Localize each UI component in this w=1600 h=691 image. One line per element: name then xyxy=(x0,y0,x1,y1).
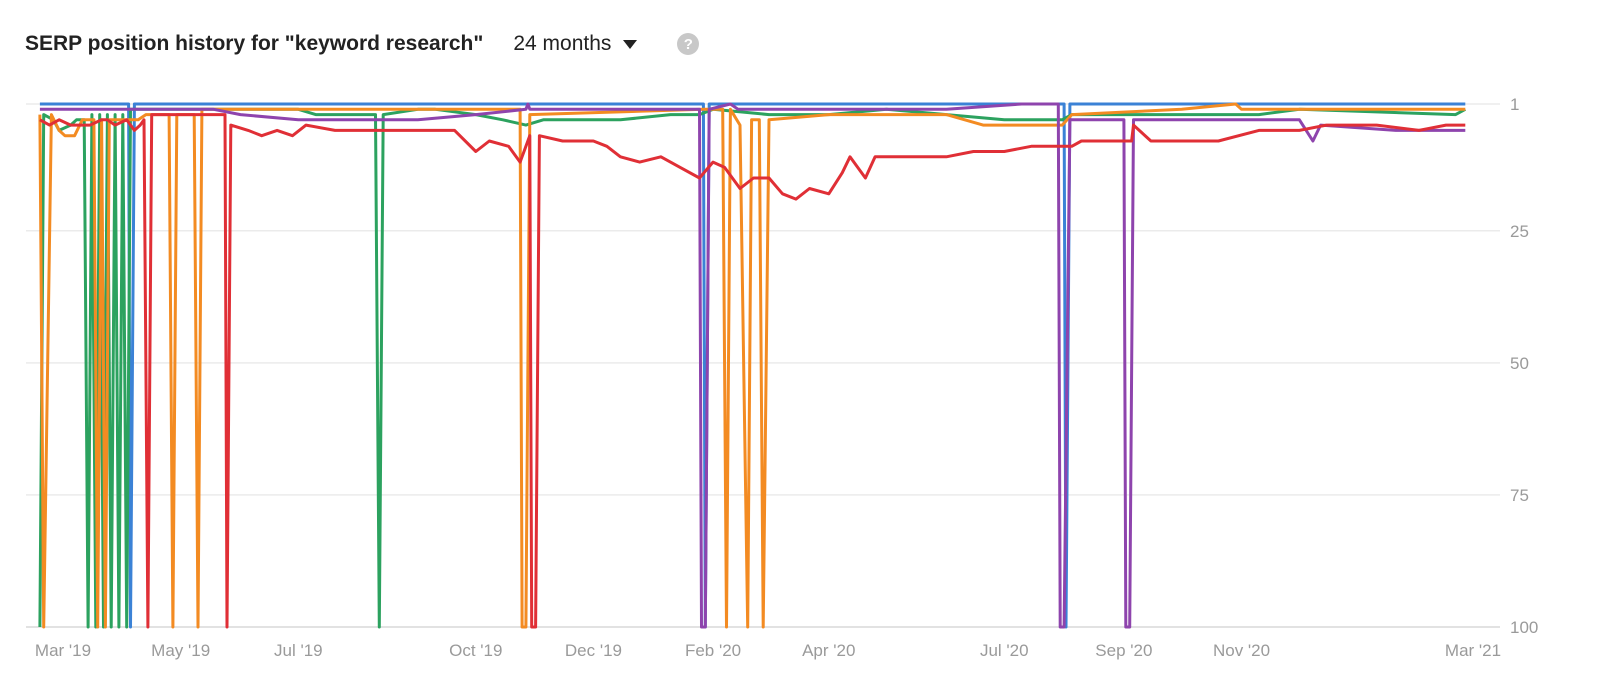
x-tick-label: Dec '19 xyxy=(565,641,622,660)
x-tick-label: Jul '20 xyxy=(980,641,1029,660)
x-tick-label: Apr '20 xyxy=(802,641,855,660)
x-tick-label: Feb '20 xyxy=(685,641,741,660)
x-tick-label: Jul '19 xyxy=(274,641,323,660)
series-line-5 xyxy=(39,113,1466,629)
x-tick-label: May '19 xyxy=(151,641,210,660)
x-tick-label: Mar '19 xyxy=(35,641,91,660)
y-tick-label: 100 xyxy=(1510,618,1538,637)
caret-down-icon xyxy=(623,39,638,49)
series-lines xyxy=(38,102,1467,629)
x-tick-label: Oct '19 xyxy=(449,641,502,660)
question-circle-icon[interactable]: ? xyxy=(677,33,700,55)
series-line-3 xyxy=(38,102,1466,629)
chart-header: SERP position history for "keyword resea… xyxy=(25,28,700,60)
series-line-2 xyxy=(38,107,1467,629)
axis-labels: 1 25 50 75 100 Mar '19 May '19 Jul '19 Oct '19 De… xyxy=(35,95,1538,660)
series-line-4 xyxy=(39,102,1466,629)
y-tick-label: 75 xyxy=(1510,486,1529,505)
y-tick-label: 50 xyxy=(1510,354,1529,373)
x-tick-label: Sep '20 xyxy=(1095,641,1152,660)
x-tick-label: Nov '20 xyxy=(1213,641,1270,660)
y-tick-label: 1 xyxy=(1510,95,1519,114)
y-tick-label: 25 xyxy=(1510,222,1529,241)
x-tick-label: Mar '21 xyxy=(1445,641,1501,660)
chart-title: SERP position history for "keyword resea… xyxy=(25,32,484,55)
range-dropdown[interactable]: 24 months xyxy=(513,32,638,56)
range-label: 24 months xyxy=(513,32,612,55)
